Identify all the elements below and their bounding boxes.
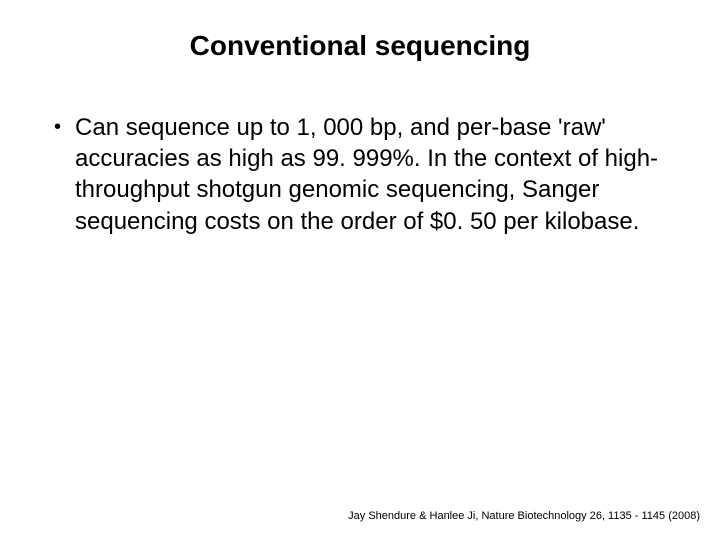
- citation: Jay Shendure & Hanlee Ji, Nature Biotech…: [348, 510, 700, 522]
- slide-content: • Can sequence up to 1, 000 bp, and per-…: [0, 72, 720, 237]
- slide-title: Conventional sequencing: [0, 0, 720, 72]
- bullet-text: Can sequence up to 1, 000 bp, and per-ba…: [75, 112, 670, 237]
- bullet-item: • Can sequence up to 1, 000 bp, and per-…: [50, 112, 670, 237]
- bullet-marker: •: [54, 112, 61, 142]
